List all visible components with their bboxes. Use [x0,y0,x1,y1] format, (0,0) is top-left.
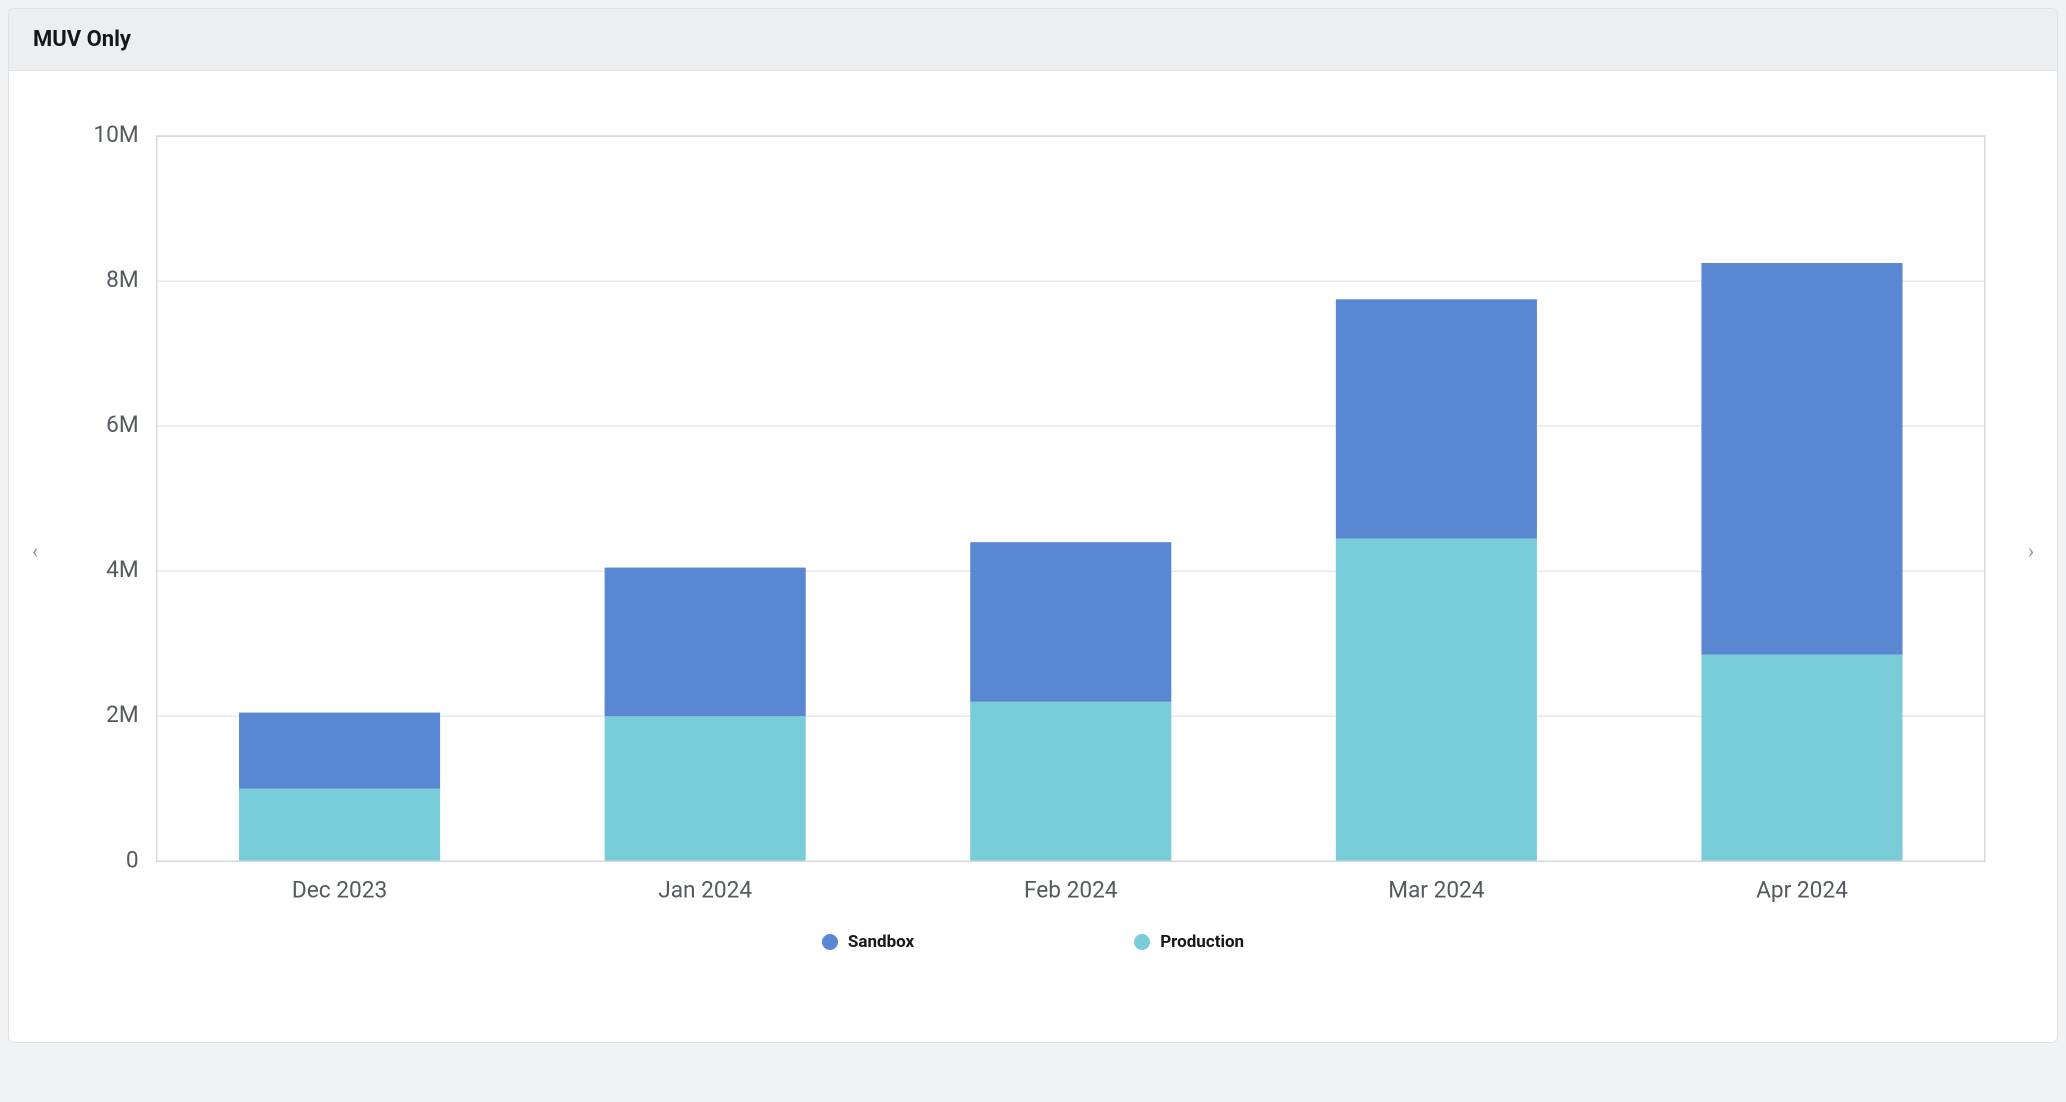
y-tick-label: 2M [106,701,139,728]
y-tick-label: 6M [106,411,139,438]
chart-legend: Sandbox Production [51,922,2015,982]
chart-card: MUV Only ‹ 0 2M 4M 6M 8M 10M Dec 2023 Jan 2024 F… [8,8,2058,1043]
bar-segment-sandbox[interactable] [605,568,806,717]
card-body: ‹ 0 2M 4M 6M 8M 10M Dec 2023 Jan 2024 Feb 2024 Ma… [9,71,2057,1042]
bar-segment-production[interactable] [1701,655,1902,862]
bar-segment-sandbox[interactable] [239,713,440,789]
y-tick-label: 0 [126,846,139,873]
prev-arrow[interactable]: ‹ [19,539,51,563]
x-category-label: Feb 2024 [1024,877,1118,904]
bar-segment-production[interactable] [1336,539,1537,862]
bar-segment-sandbox[interactable] [970,542,1171,702]
y-tick-label: 10M [93,121,138,148]
y-tick-label: 4M [106,556,139,583]
legend-item-production[interactable]: Production [1134,932,1244,952]
x-category-label: Dec 2023 [292,877,387,904]
x-category-label: Apr 2024 [1756,877,1848,904]
chart-area: 0 2M 4M 6M 8M 10M Dec 2023 Jan 2024 Feb 2024 Mar … [51,121,2015,982]
next-arrow[interactable]: › [2015,539,2047,563]
bar-segment-sandbox[interactable] [1701,263,1902,655]
bar-segment-production[interactable] [605,716,806,861]
legend-item-sandbox[interactable]: Sandbox [822,932,914,952]
bar-segment-production[interactable] [970,702,1171,862]
x-category-label: Mar 2024 [1388,877,1485,904]
bar-segment-production[interactable] [239,789,440,862]
stacked-bar-chart: 0 2M 4M 6M 8M 10M Dec 2023 Jan 2024 Feb 2024 Mar … [51,121,2015,922]
bar-segment-sandbox[interactable] [1336,299,1537,538]
legend-swatch-production [1134,934,1150,950]
card-header: MUV Only [9,9,2057,71]
y-tick-label: 8M [106,266,139,293]
card-title: MUV Only [33,27,2033,52]
legend-label: Sandbox [848,932,914,952]
page-root: MUV Only ‹ 0 2M 4M 6M 8M 10M Dec 2023 Jan 2024 F… [0,0,2066,1102]
legend-swatch-sandbox [822,934,838,950]
x-category-label: Jan 2024 [658,877,752,904]
legend-label: Production [1160,932,1244,952]
